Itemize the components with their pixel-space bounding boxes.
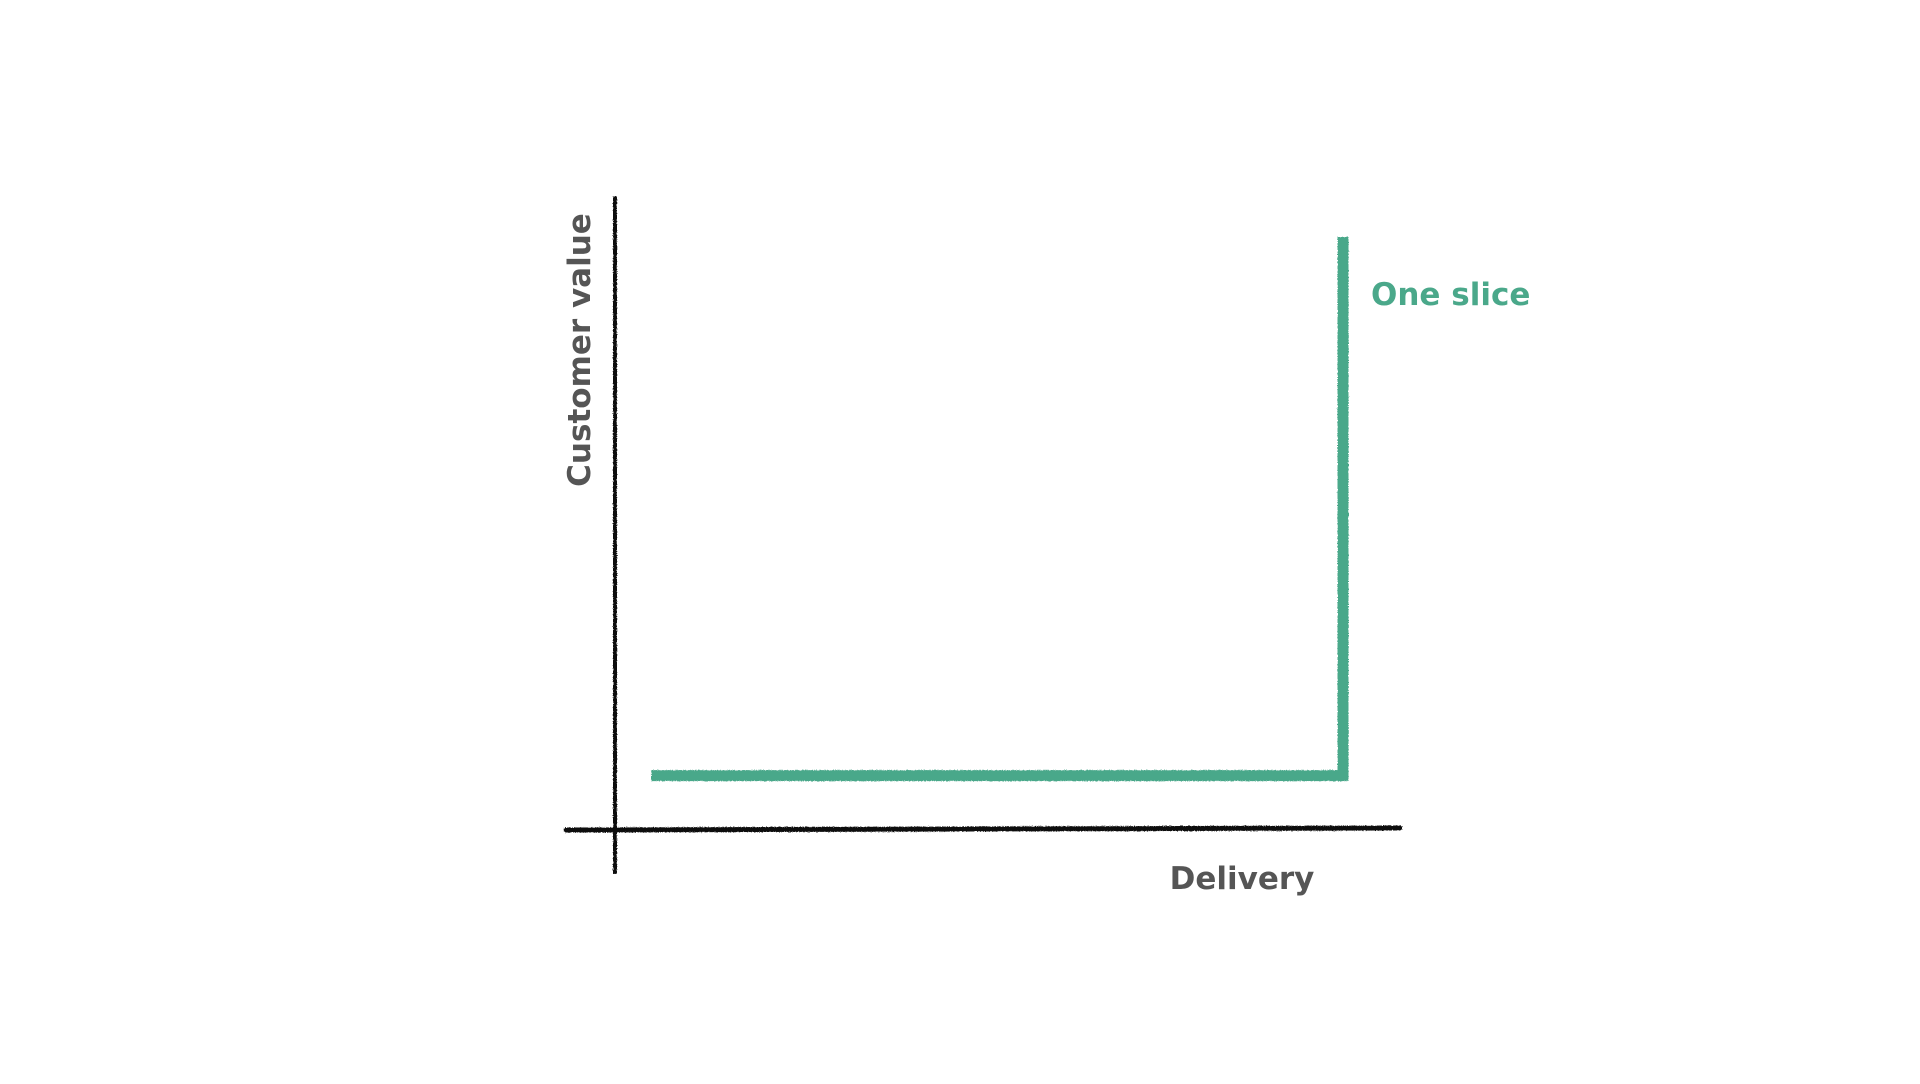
series-label-one-slice: One slice (1371, 277, 1530, 313)
series-line-0 (651, 237, 1349, 782)
series-layer (651, 237, 1349, 782)
axes (563, 196, 1403, 874)
y-axis-label: Customer value (562, 213, 598, 487)
x-axis-line (563, 825, 1403, 833)
x-axis-label: Delivery (1170, 861, 1315, 897)
